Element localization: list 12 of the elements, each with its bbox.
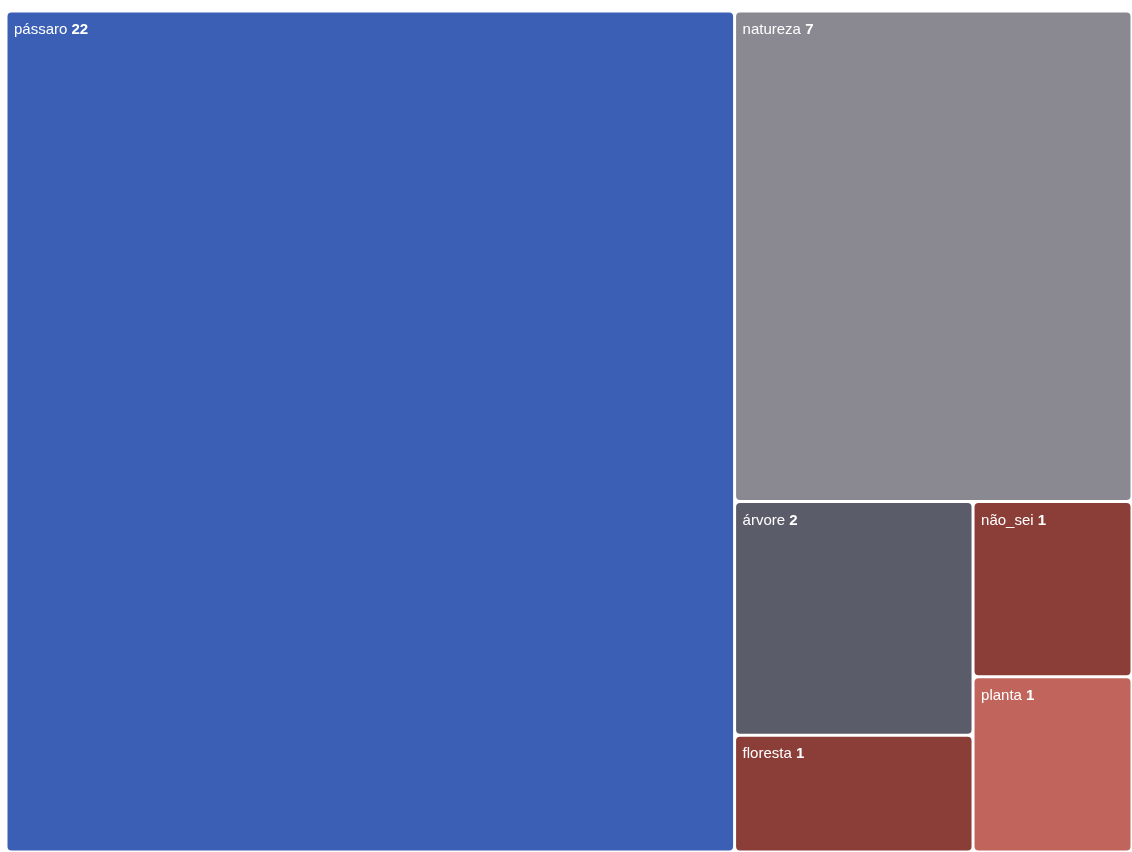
category-label: pássaro bbox=[14, 20, 68, 37]
data-label: 1 bbox=[795, 744, 805, 762]
category-label: árvore bbox=[742, 510, 786, 528]
category-label: não_sei bbox=[981, 510, 1034, 528]
category-label: planta bbox=[981, 685, 1023, 703]
data-label: 7 bbox=[805, 20, 814, 37]
data-label: 22 bbox=[71, 20, 89, 37]
data-label: 2 bbox=[789, 510, 798, 528]
data-label: 1 bbox=[1037, 510, 1047, 528]
category-label: floresta bbox=[742, 744, 793, 762]
category-label: natureza bbox=[742, 20, 802, 37]
data-label: 1 bbox=[1026, 685, 1035, 703]
